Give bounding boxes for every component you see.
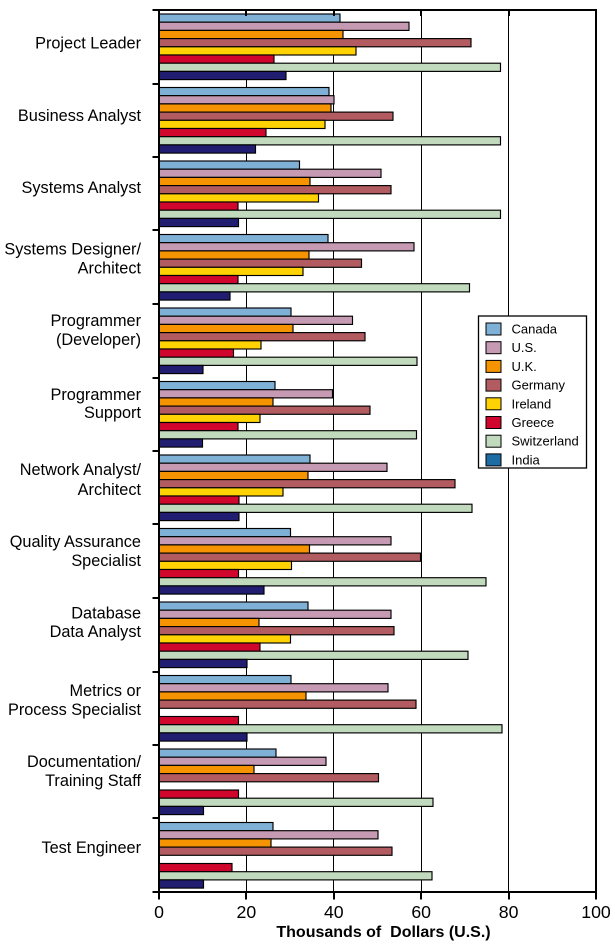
svg-text:Process Specialist: Process Specialist — [8, 701, 141, 719]
svg-text:Architect: Architect — [78, 481, 142, 499]
svg-text:Business Analyst: Business Analyst — [18, 107, 142, 125]
svg-text:Test Engineer: Test Engineer — [41, 839, 141, 857]
svg-text:Quality Assurance: Quality Assurance — [10, 533, 141, 551]
svg-text:Database: Database — [71, 605, 141, 623]
svg-text:Documentation/: Documentation/ — [27, 753, 142, 771]
svg-text:India: India — [512, 452, 541, 467]
svg-text:Specialist: Specialist — [71, 552, 141, 570]
svg-text:80: 80 — [499, 902, 519, 922]
svg-text:0: 0 — [154, 902, 164, 922]
svg-text:Switzerland: Switzerland — [512, 434, 579, 449]
svg-text:(Developer): (Developer) — [56, 331, 141, 349]
svg-text:Canada: Canada — [512, 322, 558, 337]
svg-text:Support: Support — [84, 404, 142, 422]
svg-text:U.S.: U.S. — [512, 340, 537, 355]
svg-text:Thousands of Dollars (U.S.): Thousands of Dollars (U.S.) — [276, 924, 490, 941]
svg-text:Network Analyst/: Network Analyst/ — [20, 461, 142, 479]
svg-text:Programmer: Programmer — [51, 312, 142, 330]
svg-text:60: 60 — [411, 902, 431, 922]
svg-text:40: 40 — [324, 902, 344, 922]
svg-text:U.K.: U.K. — [512, 359, 537, 374]
svg-text:Systems Designer/: Systems Designer/ — [4, 240, 141, 258]
svg-text:Data Analyst: Data Analyst — [50, 623, 142, 641]
svg-text:100: 100 — [581, 902, 611, 922]
svg-text:Project Leader: Project Leader — [35, 35, 141, 53]
svg-text:20: 20 — [237, 902, 257, 922]
svg-text:Programmer: Programmer — [51, 386, 142, 404]
svg-text:Training Staff: Training Staff — [45, 772, 141, 790]
svg-text:Germany: Germany — [512, 378, 566, 393]
svg-text:Greece: Greece — [512, 415, 555, 430]
svg-text:Systems Analyst: Systems Analyst — [22, 179, 142, 197]
svg-text:Metrics or: Metrics or — [70, 682, 142, 700]
svg-text:Ireland: Ireland — [512, 396, 552, 411]
svg-text:Architect: Architect — [78, 259, 142, 277]
